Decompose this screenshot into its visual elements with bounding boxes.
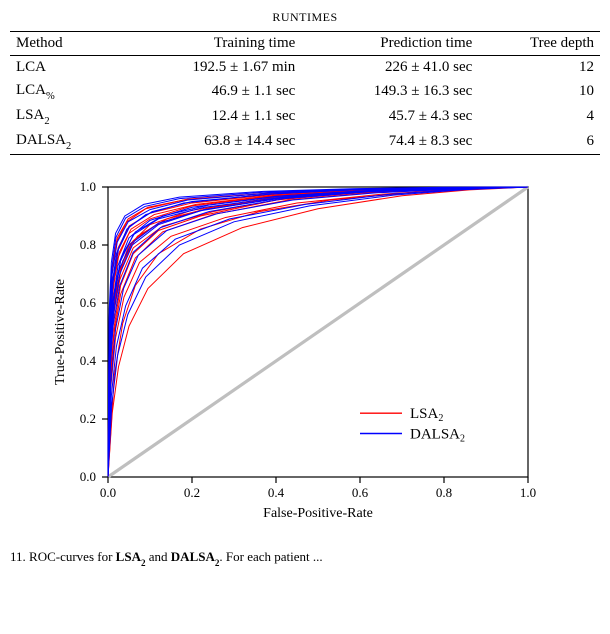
- col-pred: Prediction time: [301, 32, 478, 56]
- col-depth: Tree depth: [478, 32, 600, 56]
- table-row: LCA192.5 ± 1.67 min226 ± 41.0 sec12: [10, 56, 600, 80]
- x-tick-label: 0.2: [184, 485, 200, 500]
- cell-depth: 4: [478, 104, 600, 129]
- caption-sub1: 2: [141, 558, 146, 568]
- caption-sub2: 2: [215, 558, 220, 568]
- x-tick-label: 0.0: [100, 485, 116, 500]
- cell-train: 46.9 ± 1.1 sec: [118, 79, 302, 104]
- caption-suffix: . For each patient ...: [219, 549, 322, 564]
- cell-method: DALSA2: [10, 129, 118, 155]
- y-axis-label: True-Positive-Rate: [53, 279, 68, 385]
- y-tick-label: 0.0: [80, 469, 96, 484]
- x-tick-label: 0.8: [436, 485, 452, 500]
- x-tick-label: 1.0: [520, 485, 536, 500]
- table-row: DALSA263.8 ± 14.4 sec74.4 ± 8.3 sec6: [10, 129, 600, 155]
- x-axis-label: False-Positive-Rate: [263, 506, 373, 521]
- cell-depth: 6: [478, 129, 600, 155]
- cell-train: 63.8 ± 14.4 sec: [118, 129, 302, 155]
- cell-pred: 45.7 ± 4.3 sec: [301, 104, 478, 129]
- cell-pred: 226 ± 41.0 sec: [301, 56, 478, 80]
- caption-m1: LSA: [116, 549, 141, 564]
- col-train: Training time: [118, 32, 302, 56]
- table-row: LCA%46.9 ± 1.1 sec149.3 ± 16.3 sec10: [10, 79, 600, 104]
- caption-mid: and: [146, 549, 171, 564]
- caption-m2: DALSA: [171, 549, 215, 564]
- x-tick-label: 0.6: [352, 485, 369, 500]
- cell-pred: 74.4 ± 8.3 sec: [301, 129, 478, 155]
- cell-method: LSA2: [10, 104, 118, 129]
- cell-train: 12.4 ± 1.1 sec: [118, 104, 302, 129]
- y-tick-label: 0.2: [80, 411, 96, 426]
- runtimes-table: Method Training time Prediction time Tre…: [10, 31, 600, 155]
- cell-train: 192.5 ± 1.67 min: [118, 56, 302, 80]
- y-tick-label: 0.4: [80, 353, 97, 368]
- cell-depth: 10: [478, 79, 600, 104]
- col-method: Method: [10, 32, 118, 56]
- cell-method: LCA: [10, 56, 118, 80]
- caption-prefix: 11. ROC-curves for: [10, 549, 116, 564]
- figure-caption: 11. ROC-curves for LSA2 and DALSA2. For …: [10, 549, 600, 567]
- legend-label: DALSA2: [410, 427, 465, 445]
- y-tick-label: 1.0: [80, 179, 96, 194]
- table-caption: RUNTIMES: [10, 10, 600, 25]
- cell-depth: 12: [478, 56, 600, 80]
- cell-method: LCA%: [10, 79, 118, 104]
- roc-chart: 0.0 0.0 0.2 0.2 0.4 0.4 0.6 0.6 0.8 0.8 1.0 1.0 Fals…: [46, 175, 600, 535]
- y-tick-label: 0.8: [80, 237, 96, 252]
- y-tick-label: 0.6: [80, 295, 97, 310]
- table-header-row: Method Training time Prediction time Tre…: [10, 32, 600, 56]
- table-row: LSA212.4 ± 1.1 sec45.7 ± 4.3 sec4: [10, 104, 600, 129]
- x-tick-label: 0.4: [268, 485, 285, 500]
- legend-label: LSA2: [410, 406, 443, 424]
- cell-pred: 149.3 ± 16.3 sec: [301, 79, 478, 104]
